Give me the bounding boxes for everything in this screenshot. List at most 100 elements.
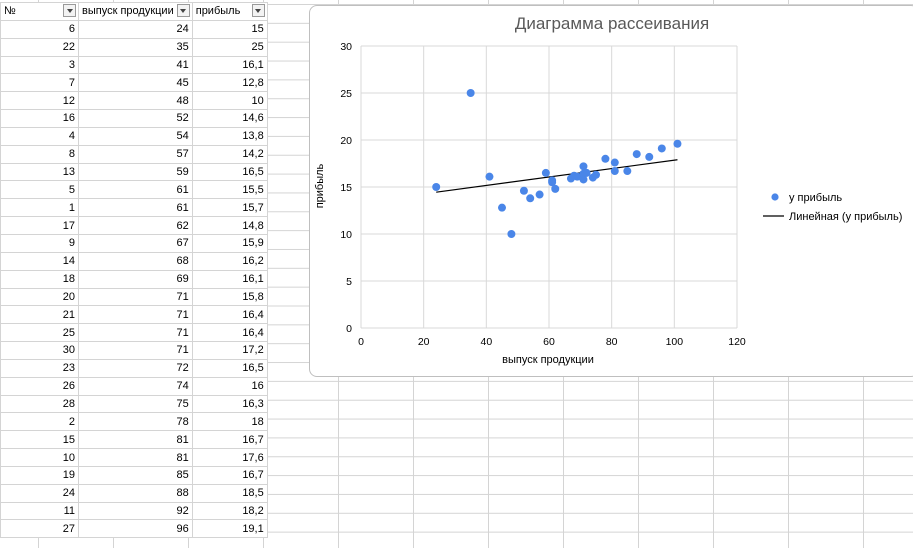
cell-number[interactable]: 26 <box>0 376 79 396</box>
cell-number[interactable]: 20 <box>0 287 79 307</box>
cell-output[interactable]: 61 <box>78 198 193 218</box>
cell-number[interactable]: 4 <box>0 126 79 146</box>
cell-number[interactable]: 15 <box>0 430 79 450</box>
cell-profit[interactable]: 15,5 <box>191 180 268 200</box>
cell-number[interactable]: 13 <box>0 162 79 182</box>
cell-number[interactable]: 1 <box>0 198 79 218</box>
cell-output[interactable]: 85 <box>78 465 193 485</box>
cell-output[interactable]: 48 <box>78 91 193 111</box>
cell-output[interactable]: 75 <box>78 394 193 414</box>
cell-number[interactable]: 25 <box>0 323 79 343</box>
cell-profit[interactable]: 12,8 <box>191 73 268 93</box>
cell-number[interactable]: 16 <box>0 109 79 128</box>
cell-profit[interactable]: 16,5 <box>191 162 268 182</box>
cell-number[interactable]: 10 <box>0 448 79 467</box>
cell-profit[interactable]: 14,8 <box>191 216 268 235</box>
cell-profit[interactable]: 16,4 <box>191 323 268 343</box>
cell-profit[interactable]: 16,1 <box>191 269 268 289</box>
cell-output[interactable]: 74 <box>78 376 193 396</box>
cell-profit[interactable]: 15,7 <box>191 198 268 218</box>
cell-number[interactable]: 5 <box>0 180 79 200</box>
cell-profit[interactable]: 18 <box>191 412 268 432</box>
table-body: 6 24 15 22 35 25 3 41 16,1 7 45 12,8 12 48 10 16 52 14,6 4… <box>0 19 268 539</box>
cell-output[interactable]: 96 <box>78 519 193 539</box>
cell-number[interactable]: 30 <box>0 341 79 360</box>
chart-container[interactable]: Диаграмма рассеивания 0 20 40 60 80 100 120 0 5 1… <box>309 5 913 377</box>
cell-number[interactable]: 7 <box>0 73 79 93</box>
cell-number[interactable]: 12 <box>0 91 79 111</box>
cell-output[interactable]: 67 <box>78 233 193 253</box>
cell-profit[interactable]: 14,6 <box>191 109 268 128</box>
cell-profit[interactable]: 16,7 <box>191 465 268 485</box>
cell-number[interactable]: 27 <box>0 519 79 539</box>
cell-profit[interactable]: 16,1 <box>191 55 268 75</box>
cell-profit[interactable]: 16,7 <box>191 430 268 450</box>
cell-output[interactable]: 54 <box>78 126 193 146</box>
filter-dropdown-icon[interactable] <box>176 4 190 17</box>
cell-profit[interactable]: 16,4 <box>191 305 268 325</box>
cell-number[interactable]: 6 <box>0 19 79 39</box>
cell-output[interactable]: 78 <box>78 412 193 432</box>
cell-profit[interactable]: 16,5 <box>191 358 268 378</box>
cell-profit[interactable]: 18,2 <box>191 501 268 521</box>
cell-output[interactable]: 62 <box>78 216 193 235</box>
cell-number[interactable]: 2 <box>0 412 79 432</box>
x-tick-label: 60 <box>543 336 555 348</box>
cell-profit[interactable]: 25 <box>191 37 268 57</box>
cell-output[interactable]: 41 <box>78 55 193 75</box>
header-cell-number[interactable]: № <box>0 2 79 21</box>
cell-number[interactable]: 23 <box>0 358 79 378</box>
cell-profit[interactable]: 16,3 <box>191 394 268 414</box>
cell-output[interactable]: 69 <box>78 269 193 289</box>
cell-output[interactable]: 72 <box>78 358 193 378</box>
cell-output[interactable]: 61 <box>78 180 193 200</box>
cell-output[interactable]: 81 <box>78 430 193 450</box>
cell-profit[interactable]: 17,6 <box>191 448 268 467</box>
cell-number[interactable]: 14 <box>0 251 79 271</box>
cell-profit[interactable]: 15,9 <box>191 233 268 253</box>
cell-profit[interactable]: 17,2 <box>191 341 268 360</box>
cell-number[interactable]: 21 <box>0 305 79 325</box>
cell-number[interactable]: 3 <box>0 55 79 75</box>
cell-output[interactable]: 35 <box>78 37 193 57</box>
cell-number[interactable]: 8 <box>0 144 79 164</box>
cell-output[interactable]: 52 <box>78 109 193 128</box>
filter-dropdown-icon[interactable] <box>251 4 265 17</box>
cell-number[interactable]: 18 <box>0 269 79 289</box>
cell-output[interactable]: 88 <box>78 483 193 503</box>
cell-profit[interactable]: 18,5 <box>191 483 268 503</box>
header-cell-profit[interactable]: прибыль <box>191 2 268 21</box>
filter-dropdown-icon[interactable] <box>63 4 76 17</box>
cell-number[interactable]: 19 <box>0 465 79 485</box>
cell-profit[interactable]: 19,1 <box>191 519 268 539</box>
cell-profit[interactable]: 16 <box>191 376 268 396</box>
cell-output[interactable]: 45 <box>78 73 193 93</box>
cell-output[interactable]: 71 <box>78 287 193 307</box>
cell-profit[interactable]: 15,8 <box>191 287 268 307</box>
cell-output[interactable]: 24 <box>78 19 193 39</box>
cell-number[interactable]: 17 <box>0 216 79 235</box>
header-cell-output[interactable]: выпуск продукции <box>78 2 193 21</box>
cell-output[interactable]: 59 <box>78 162 193 182</box>
cell-number[interactable]: 9 <box>0 233 79 253</box>
cell-number[interactable]: 11 <box>0 501 79 521</box>
cell-number[interactable]: 22 <box>0 37 79 57</box>
cell-number[interactable]: 24 <box>0 483 79 503</box>
cell-output[interactable]: 68 <box>78 251 193 271</box>
cell-profit[interactable]: 14,2 <box>191 144 268 164</box>
cell-profit[interactable]: 10 <box>191 91 268 111</box>
cell-output[interactable]: 71 <box>78 341 193 360</box>
cell-output[interactable]: 71 <box>78 305 193 325</box>
cell-output[interactable]: 71 <box>78 323 193 343</box>
table-row: 8 57 14,2 <box>0 144 268 164</box>
cell-output[interactable]: 57 <box>78 144 193 164</box>
cell-output[interactable]: 92 <box>78 501 193 521</box>
chart-tick-labels: 0 20 40 60 80 100 120 0 5 10 15 20 25 30 <box>340 41 746 348</box>
cell-profit[interactable]: 13,8 <box>191 126 268 146</box>
cell-profit[interactable]: 15 <box>191 19 268 39</box>
y-tick-label: 5 <box>346 276 352 288</box>
cell-output[interactable]: 81 <box>78 448 193 467</box>
cell-profit[interactable]: 16,2 <box>191 251 268 271</box>
cell-number[interactable]: 28 <box>0 394 79 414</box>
